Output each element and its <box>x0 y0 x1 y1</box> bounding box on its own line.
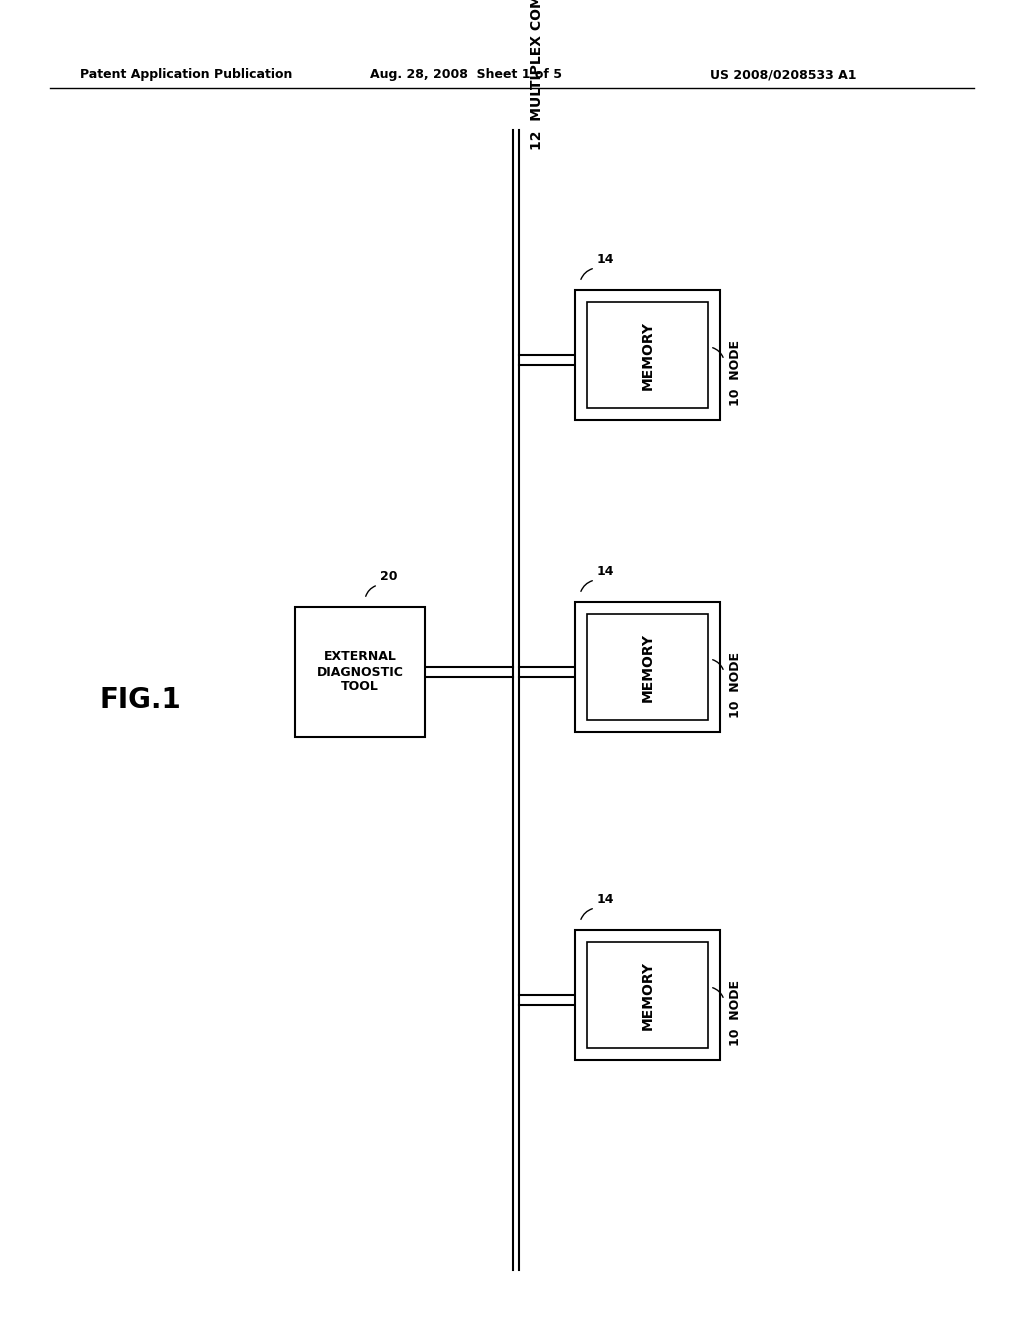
Text: FIG.1: FIG.1 <box>100 686 181 714</box>
Text: 10  NODE: 10 NODE <box>729 652 742 718</box>
Text: EXTERNAL
DIAGNOSTIC
TOOL: EXTERNAL DIAGNOSTIC TOOL <box>316 651 403 693</box>
Text: 12  MULTIPLEX COMMUNICATION LINE: 12 MULTIPLEX COMMUNICATION LINE <box>530 0 544 150</box>
Bar <box>587 614 708 719</box>
Text: 14: 14 <box>597 565 614 578</box>
Text: 20: 20 <box>380 570 397 583</box>
Text: 10  NODE: 10 NODE <box>729 341 742 407</box>
Bar <box>587 302 708 408</box>
Text: MEMORY: MEMORY <box>640 632 654 701</box>
Text: 10  NODE: 10 NODE <box>729 979 742 1045</box>
Text: Aug. 28, 2008  Sheet 1 of 5: Aug. 28, 2008 Sheet 1 of 5 <box>370 69 562 81</box>
Text: 14: 14 <box>597 894 614 906</box>
Bar <box>575 602 720 733</box>
Bar <box>575 290 720 420</box>
Text: US 2008/0208533 A1: US 2008/0208533 A1 <box>710 69 856 81</box>
Text: 14: 14 <box>597 253 614 267</box>
Bar <box>295 607 425 737</box>
Text: MEMORY: MEMORY <box>640 961 654 1030</box>
Text: Patent Application Publication: Patent Application Publication <box>80 69 293 81</box>
Text: MEMORY: MEMORY <box>640 321 654 389</box>
Bar <box>575 931 720 1060</box>
Bar <box>587 942 708 1048</box>
